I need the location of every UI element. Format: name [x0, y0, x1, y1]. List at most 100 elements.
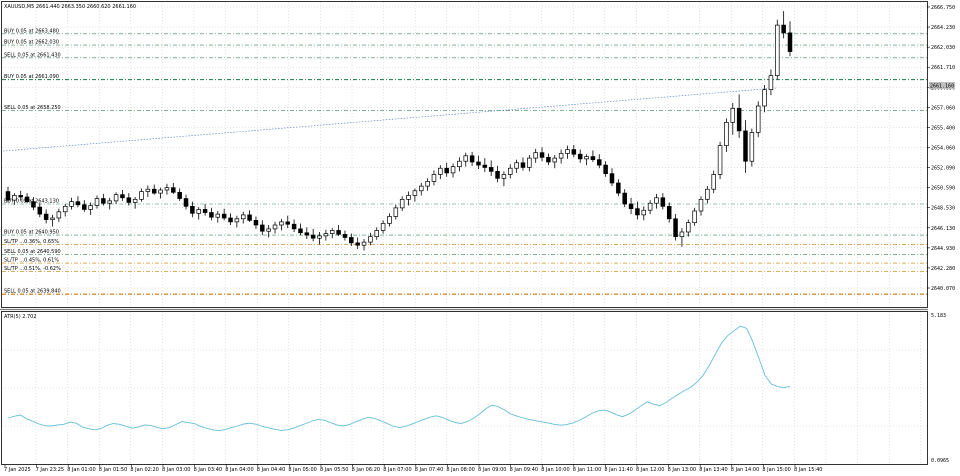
candlestick	[158, 187, 163, 199]
time-tick-label: 8 Jan 15:00	[762, 467, 790, 473]
candlestick	[768, 69, 774, 96]
candlestick	[209, 207, 214, 221]
candlestick	[412, 188, 418, 202]
candlestick	[18, 190, 23, 201]
candlestick	[399, 196, 405, 211]
trade-level-label: BUY 0.05 at 2640.950	[4, 230, 59, 236]
time-axis[interactable]: 7 Jan 2025 7 Jan 23:25 8 Jan 01:00 8 Jan 01…	[4, 464, 822, 473]
time-tick-label: 8 Jan 13:40	[699, 467, 727, 473]
candlestick	[698, 196, 704, 216]
candlestick	[393, 204, 399, 220]
time-tick-label: 8 Jan 07:00	[383, 467, 411, 473]
candlestick	[196, 207, 201, 220]
trade-level-label: BUY 0.05 at 2663.480	[4, 28, 59, 34]
candlestick	[762, 85, 767, 113]
candlestick	[520, 157, 526, 171]
candlestick	[336, 225, 341, 236]
price-tick-label: 2652.090	[931, 166, 955, 172]
trend-line[interactable]	[2, 87, 777, 152]
candlestick	[584, 154, 589, 166]
atr-axis-max: 5.183	[931, 313, 946, 319]
atr-axis-min: 0.0965	[931, 458, 949, 464]
candlestick	[215, 211, 221, 223]
candlestick	[666, 202, 672, 223]
candlestick	[775, 19, 780, 80]
current-price-marker	[929, 82, 955, 89]
trade-level-label: BUY 0.05 at 2661.090	[4, 74, 59, 80]
candlestick	[253, 216, 259, 229]
candlestick	[177, 188, 182, 201]
trade-level-label: SELL 0.05 at 2661.430	[4, 52, 61, 58]
trade-level-label: SELL 0.05 at 2658.250	[4, 105, 61, 111]
trade-level-label: BUY 0.05 at 2662.030	[4, 40, 59, 46]
candlestick	[94, 195, 100, 209]
candlestick	[488, 160, 494, 176]
candlestick	[736, 94, 742, 138]
candlestick	[755, 101, 761, 138]
price-tick-label: 2664.230	[931, 25, 955, 31]
candlestick	[450, 163, 456, 178]
candlestick	[240, 211, 246, 224]
candlestick	[272, 221, 278, 234]
chart-grid	[2, 2, 927, 464]
price-axis[interactable]: 2666.7502664.2302662.0302661.7102660.090…	[927, 5, 955, 292]
trade-level-label: SL/TP ...0.36%, 0.65%	[4, 239, 59, 245]
candlestick	[247, 210, 252, 222]
candlestick	[317, 232, 322, 245]
price-tick-label: 2648.530	[931, 206, 955, 212]
time-tick-label: 8 Jan 04:00	[225, 467, 253, 473]
time-tick-label: 8 Jan 05:50	[320, 467, 348, 473]
candlestick	[88, 202, 93, 215]
candlestick	[514, 159, 519, 173]
candlestick	[380, 220, 386, 234]
candlestick	[616, 179, 621, 197]
candlestick	[457, 157, 462, 172]
candlestick	[171, 183, 176, 194]
candlestick	[260, 220, 265, 236]
candlestick	[113, 192, 119, 204]
price-tick-label: 2662.030	[931, 45, 955, 51]
time-tick-label: 8 Jan 01:00	[67, 467, 95, 473]
time-tick-label: 8 Jan 03:40	[194, 467, 222, 473]
time-tick-label: 8 Jan 02:20	[130, 467, 158, 473]
candlestick	[228, 213, 233, 225]
candlestick	[641, 206, 647, 221]
candlestick	[431, 170, 437, 186]
time-tick-label: 8 Jan 14:00	[731, 467, 759, 473]
candlestick	[717, 141, 723, 180]
candlestick	[476, 155, 481, 169]
candlestick	[552, 155, 558, 169]
candlestick	[304, 227, 310, 239]
candlestick	[310, 228, 316, 242]
candlestick	[164, 183, 170, 195]
candlestick	[355, 237, 360, 250]
candlestick	[686, 219, 691, 237]
candlestick	[444, 162, 449, 177]
candlestick	[724, 118, 729, 152]
candlestick	[647, 200, 653, 215]
candlestick	[743, 120, 748, 173]
candlestick	[37, 203, 43, 218]
time-tick-label: 8 Jan 01:50	[99, 467, 127, 473]
candlestick	[285, 215, 290, 229]
candlestick	[603, 161, 608, 177]
candlestick	[787, 21, 793, 57]
time-tick-label: 7 Jan 2025	[4, 467, 31, 473]
candlestick	[692, 207, 697, 226]
candlestick	[202, 204, 208, 216]
current-price-label: 2661.160	[930, 84, 954, 90]
trade-level-label: SELL 0.05 at 2640.590	[4, 249, 61, 255]
candlestick	[749, 128, 755, 167]
candlestick	[132, 197, 138, 209]
time-tick-label: 8 Jan 12:00	[636, 467, 664, 473]
candlestick	[419, 183, 424, 196]
candlestick	[527, 155, 532, 172]
candlestick	[387, 213, 392, 227]
candlestick	[151, 184, 157, 195]
candlestick	[711, 170, 716, 194]
candlestick	[329, 228, 335, 239]
candlestick	[31, 197, 36, 211]
candlestick	[221, 208, 227, 221]
